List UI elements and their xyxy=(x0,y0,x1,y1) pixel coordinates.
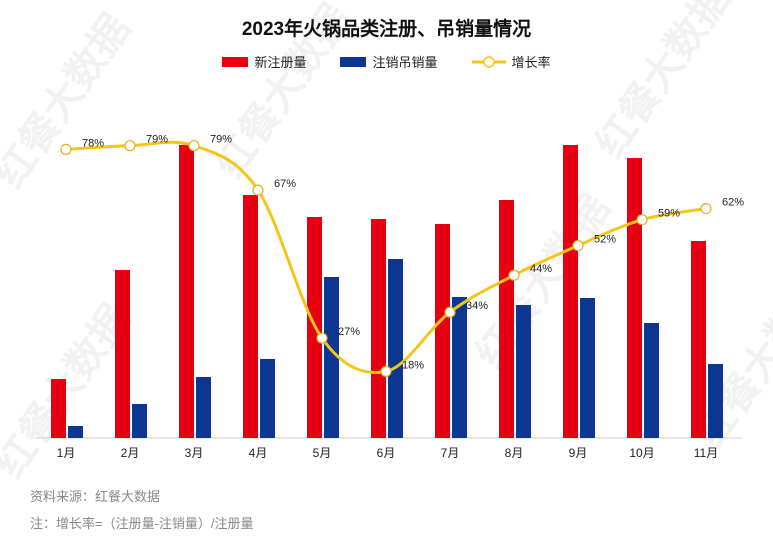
x-tick-label: 11月 xyxy=(694,446,718,460)
growth-rate-point xyxy=(124,140,136,152)
legend-swatch xyxy=(340,56,367,67)
growth-rate-point xyxy=(188,140,200,152)
growth-rate-point xyxy=(60,143,72,155)
x-tick-label: 6月 xyxy=(377,446,396,460)
growth-rate-label: 27% xyxy=(338,326,360,338)
growth-rate-label: 79% xyxy=(210,134,232,146)
bar-cancellations xyxy=(196,377,211,438)
growth-rate-label: 62% xyxy=(722,197,744,209)
legend-item-new: 新注册量 xyxy=(222,52,306,71)
bar-cancellations xyxy=(132,404,147,438)
growth-rate-label: 52% xyxy=(594,234,616,246)
growth-rate-label: 34% xyxy=(466,300,488,312)
legend-swatch xyxy=(222,56,249,67)
growth-rate-point xyxy=(316,332,328,344)
legend-label: 注销吊销量 xyxy=(372,55,438,70)
bar-new-registrations xyxy=(435,224,450,438)
growth-rate-point xyxy=(380,365,392,377)
x-tick-label: 7月 xyxy=(441,446,460,460)
growth-rate-label: 44% xyxy=(530,263,552,275)
chart-title: 2023年火锅品类注册、吊销量情况 xyxy=(241,19,532,40)
legend-line-marker xyxy=(471,55,506,68)
bar-cancellations xyxy=(644,323,659,438)
bar-cancellations xyxy=(708,364,723,438)
legend-label: 增长率 xyxy=(511,55,551,70)
bar-cancellations xyxy=(516,305,531,438)
bar-new-registrations xyxy=(563,145,578,438)
source-note: 资料来源：红餐大数据 xyxy=(30,489,161,504)
x-tick-label: 5月 xyxy=(313,446,332,460)
growth-rate-label: 18% xyxy=(402,359,424,371)
bar-cancellations xyxy=(260,359,275,438)
bar-new-registrations xyxy=(627,158,642,438)
growth-rate-point xyxy=(572,240,584,252)
x-tick-label: 1月 xyxy=(57,446,76,460)
growth-rate-point xyxy=(444,306,456,318)
x-tick-label: 8月 xyxy=(505,446,524,460)
x-tick-label: 2月 xyxy=(121,446,140,460)
bar-new-registrations xyxy=(51,379,66,438)
x-tick-label: 9月 xyxy=(569,446,588,460)
bar-new-registrations xyxy=(691,241,706,438)
bar-cancellations xyxy=(68,426,83,438)
x-tick-label: 10月 xyxy=(629,446,654,460)
bar-new-registrations xyxy=(243,195,258,438)
bar-new-registrations xyxy=(499,200,514,438)
bar-cancellations xyxy=(452,297,467,438)
bar-cancellations xyxy=(388,259,403,438)
growth-rate-point xyxy=(508,269,520,281)
growth-rate-point xyxy=(700,203,712,215)
growth-rate-label: 78% xyxy=(82,137,104,149)
bar-new-registrations xyxy=(179,145,194,438)
x-tick-label: 4月 xyxy=(249,446,268,460)
growth-rate-point xyxy=(252,184,264,196)
bar-cancellations xyxy=(580,298,595,438)
bar-cancellations xyxy=(324,277,339,438)
bar-new-registrations xyxy=(371,219,386,438)
x-tick-label: 3月 xyxy=(185,446,204,460)
growth-rate-line xyxy=(65,140,707,374)
legend: 新注册量 注销吊销量 增长率 xyxy=(0,52,773,71)
growth-rate-point xyxy=(636,214,648,226)
legend-item-cancel: 注销吊销量 xyxy=(340,52,438,71)
formula-note: 注：增长率=（注册量-注销量）/注册量 xyxy=(30,516,254,531)
bar-new-registrations xyxy=(115,270,130,438)
growth-rate-label: 79% xyxy=(146,134,168,146)
legend-label: 新注册量 xyxy=(254,55,307,70)
legend-item-rate: 增长率 xyxy=(471,52,551,71)
growth-rate-label: 59% xyxy=(658,208,680,220)
growth-rate-label: 67% xyxy=(274,178,296,190)
